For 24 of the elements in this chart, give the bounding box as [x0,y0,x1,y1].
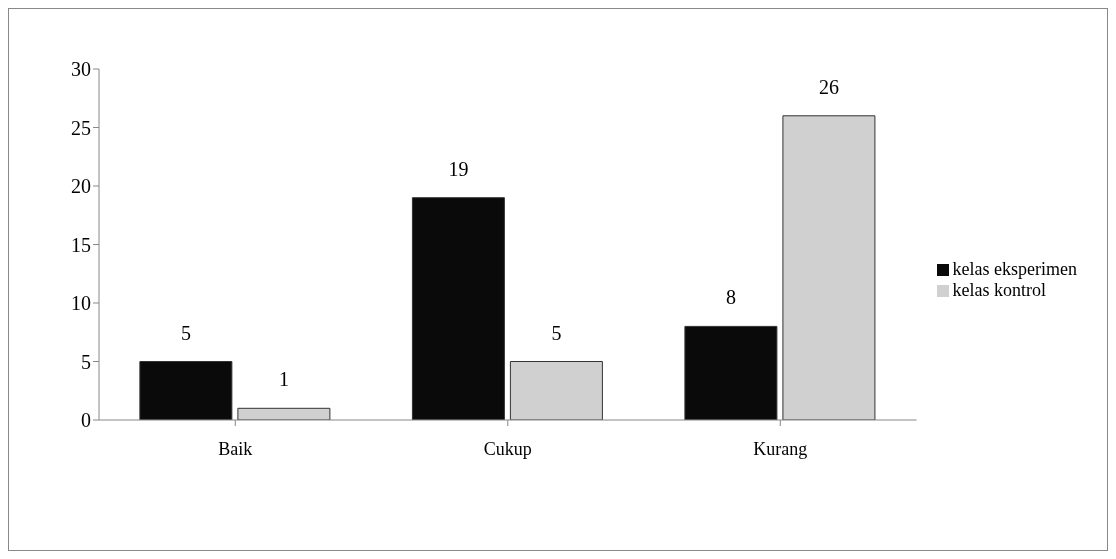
x-tick-label: Cukup [483,438,532,459]
data-label: 1 [278,368,289,391]
bar [509,361,603,420]
y-tick-label: 10 [71,292,91,315]
data-label: 5 [180,321,191,344]
x-tick-label: Kurang [753,438,808,459]
y-tick-label: 20 [71,175,91,198]
y-tick-label: 30 [71,58,91,81]
x-tick-label: Baik [218,438,253,459]
y-tick-label: 15 [71,233,91,256]
data-label: 19 [448,157,469,180]
legend-label: kelas eksperimen [952,258,1077,279]
bar [684,325,778,420]
bar [782,115,876,420]
y-tick-label: 5 [81,350,91,373]
bar [411,197,505,420]
legend-label: kelas kontrol [952,279,1047,300]
y-tick-label: 25 [71,116,91,139]
data-label: 5 [551,321,562,344]
data-label: 26 [818,75,839,98]
data-label: 8 [725,286,736,309]
bar [237,407,331,420]
y-tick-label: 0 [81,409,91,432]
bar [139,361,233,420]
